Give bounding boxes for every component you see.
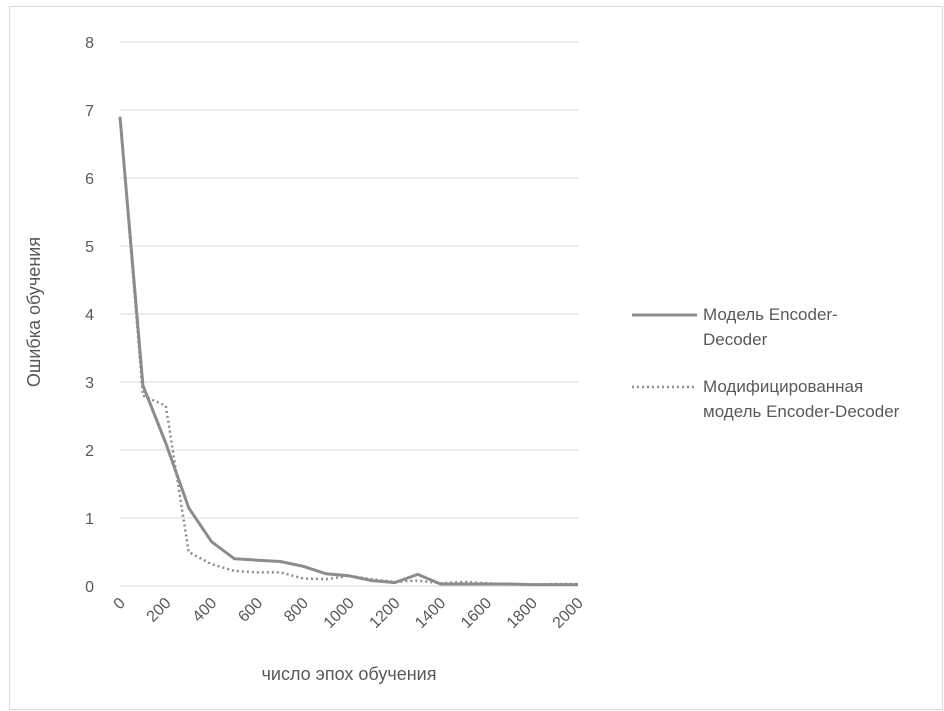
y-tick-label: 0 [85, 579, 94, 596]
line-chart: 0 1 2 3 4 5 6 7 8 0 200 400 600 800 1000 1200 1400 1600 1… [24, 35, 900, 684]
legend-label: Модель Encoder- [703, 305, 838, 324]
x-axis-title: число эпох обучения [262, 664, 437, 684]
x-tick-label: 1800 [504, 595, 541, 632]
legend-label: Decoder [703, 330, 768, 349]
y-tick-label: 7 [85, 103, 94, 120]
x-tick-label: 200 [144, 595, 175, 626]
y-tick-label: 6 [85, 171, 94, 188]
legend: Модель Encoder- Decoder Модифицированная мо… [632, 305, 900, 421]
y-tick-label: 8 [85, 35, 94, 52]
y-tick-label: 2 [85, 443, 94, 460]
x-tick-label: 1400 [412, 595, 449, 632]
legend-label: модель Encoder-Decoder [703, 402, 900, 421]
y-tick-label: 4 [85, 307, 94, 324]
x-tick-label: 1600 [458, 595, 495, 632]
x-tick-label: 1000 [321, 595, 358, 632]
x-tick-label: 1200 [366, 595, 403, 632]
x-tick-label: 0 [111, 595, 129, 613]
series-line-1 [118, 116, 578, 587]
y-tick-label: 3 [85, 375, 94, 392]
x-tick-label: 600 [235, 595, 266, 626]
x-tick-label: 800 [281, 595, 312, 626]
chart-frame: 0 1 2 3 4 5 6 7 8 0 200 400 600 800 1000 1200 1400 1600 1… [9, 6, 943, 710]
y-axis-title: Ошибка обучения [24, 237, 44, 387]
y-tick-label: 1 [85, 511, 94, 528]
y-axis-tick-labels: 0 1 2 3 4 5 6 7 8 [85, 35, 94, 596]
x-axis-tick-labels: 0 200 400 600 800 1000 1200 1400 1600 1800 2000 [111, 595, 587, 632]
x-tick-label: 400 [190, 595, 221, 626]
y-tick-label: 5 [85, 239, 94, 256]
legend-label: Модифицированная [703, 377, 863, 396]
x-tick-label: 2000 [550, 595, 587, 632]
series-lines [118, 116, 578, 587]
series-line-2 [118, 116, 578, 586]
